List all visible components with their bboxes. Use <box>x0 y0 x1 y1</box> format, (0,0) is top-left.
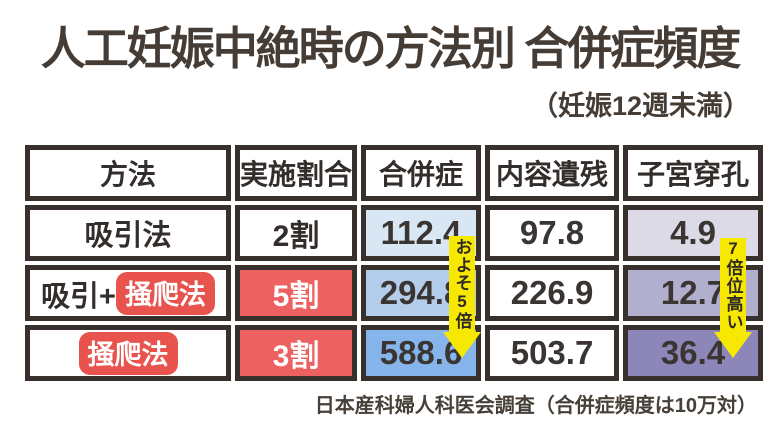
method-badge: 掻爬法 <box>115 271 215 315</box>
complication-value: 112.4 <box>361 205 482 261</box>
column-header-perforation: 子宮穿孔 <box>623 145 764 201</box>
method-label: 吸引法 <box>84 220 172 252</box>
table-row-suction-curettage: 吸引+ 掻爬法 5割 294.8 226.9 12.7 <box>25 265 764 321</box>
header-row: 方法 実施割合 合併症 内容遺残 子宮穿孔 <box>25 145 764 201</box>
method-badge: 掻爬法 <box>78 331 178 375</box>
share-cell: 3割 <box>235 325 358 381</box>
complication-table: 方法 実施割合 合併症 内容遺残 子宮穿孔 吸引法 2割 112.4 97.8 … <box>21 141 767 385</box>
table-row-suction: 吸引法 2割 112.4 97.8 4.9 <box>25 205 764 261</box>
complication-table-wrapper: 方法 実施割合 合併症 内容遺残 子宮穿孔 吸引法 2割 112.4 97.8 … <box>21 141 767 385</box>
page-subtitle: （妊娠12週未満） <box>530 91 750 121</box>
complication-value: 588.6 <box>361 325 482 381</box>
annotation-approx-5x-ribbon: およそ5倍 <box>449 236 475 332</box>
column-header-share: 実施割合 <box>235 145 358 201</box>
table-row-curettage: 掻爬法 3割 588.6 503.7 36.4 <box>25 325 764 381</box>
retained-value: 97.8 <box>485 205 620 261</box>
method-cell-suction-curettage: 吸引+ 掻爬法 <box>25 265 231 321</box>
down-arrow-icon <box>443 332 481 358</box>
column-header-complication: 合併症 <box>361 145 482 201</box>
column-header-method: 方法 <box>25 145 231 201</box>
method-cell-suction: 吸引法 <box>25 205 231 261</box>
column-header-retained: 内容遺残 <box>485 145 620 201</box>
annotation-7x-higher-ribbon: 7倍位高い <box>720 238 746 332</box>
down-arrow-icon <box>714 332 752 358</box>
retained-value: 503.7 <box>485 325 620 381</box>
method-label: 吸引+ <box>41 280 116 313</box>
method-cell-curettage: 掻爬法 <box>25 325 231 381</box>
share-cell: 2割 <box>235 205 358 261</box>
retained-value: 226.9 <box>485 265 620 321</box>
share-cell: 5割 <box>235 265 358 321</box>
page-title: 人工妊娠中絶時の方法別 合併症頻度 <box>40 23 742 74</box>
source-caption: 日本産科婦人科医会調査（合併症頻度は10万対） <box>314 395 757 417</box>
